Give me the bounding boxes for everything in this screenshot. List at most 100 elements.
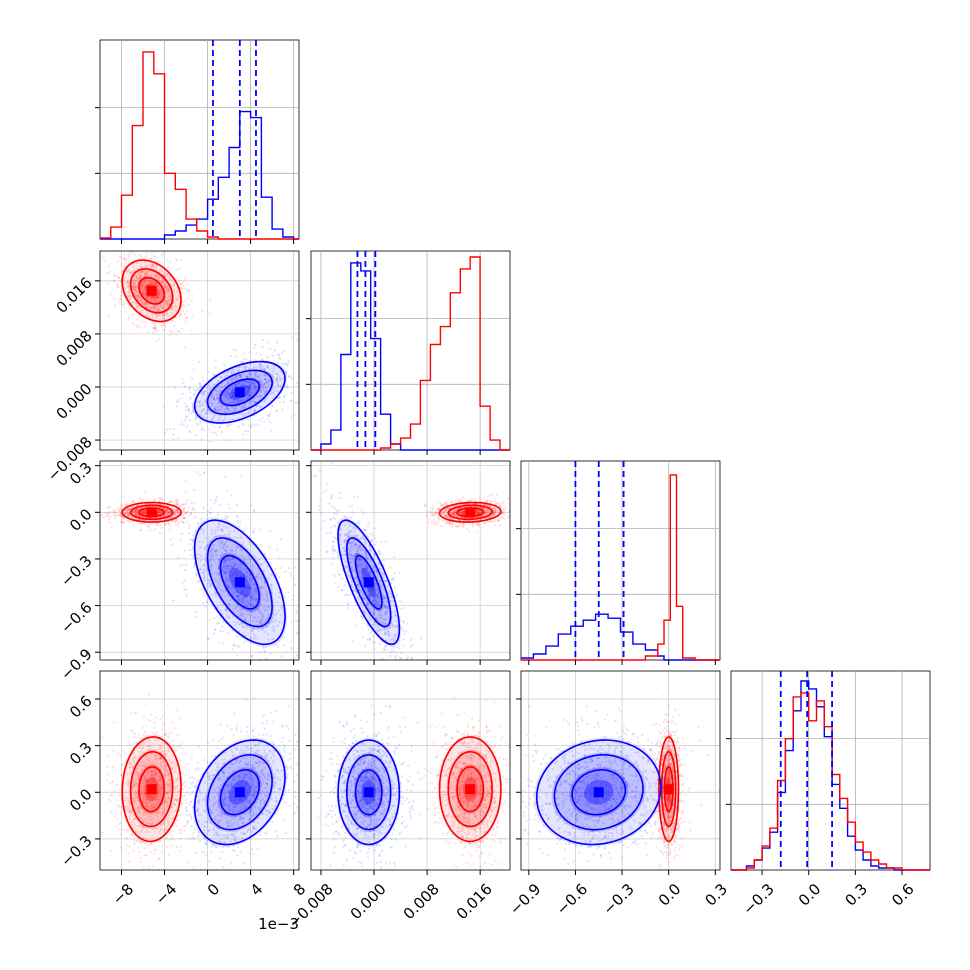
scatter-point <box>503 513 506 516</box>
scatter-point <box>174 519 177 522</box>
scatter-point <box>478 511 481 514</box>
scatter-point <box>169 260 172 264</box>
scatter-point <box>142 303 145 306</box>
scatter-point <box>212 617 215 620</box>
scatter-point <box>161 527 164 530</box>
scatter-point <box>222 546 225 549</box>
scatter-point <box>131 240 133 242</box>
scatter-point <box>265 381 268 384</box>
scatter-point <box>128 292 131 295</box>
scatter-point <box>226 425 229 428</box>
scatter-point <box>170 525 173 528</box>
scatter-point <box>360 615 363 618</box>
scatter-point <box>180 313 183 316</box>
scatter-point <box>182 285 185 288</box>
scatter-point <box>127 268 130 272</box>
scatter-point <box>450 513 453 516</box>
scatter-point <box>134 517 138 521</box>
scatter-point <box>478 512 481 515</box>
scatter-point <box>202 571 205 574</box>
scatter-point <box>280 352 283 355</box>
scatter-point <box>207 578 210 582</box>
scatter-point <box>366 572 369 575</box>
scatter-point <box>461 519 464 522</box>
scatter-point <box>279 379 282 382</box>
scatter-point <box>261 628 264 632</box>
scatter-point <box>184 512 187 515</box>
scatter-point <box>209 550 212 553</box>
scatter-point <box>260 585 263 588</box>
scatter-point <box>364 551 367 555</box>
scatter-point <box>263 367 266 370</box>
scatter-point <box>219 389 222 392</box>
scatter-point <box>175 405 178 408</box>
scatter-point <box>306 390 308 392</box>
scatter-point <box>251 588 254 591</box>
scatter-point <box>256 576 260 579</box>
scatter-point <box>244 619 247 622</box>
scatter-point <box>177 276 180 279</box>
scatter-point <box>228 599 231 602</box>
scatter-point <box>139 272 142 275</box>
scatter-point <box>191 539 194 542</box>
scatter-point <box>238 397 241 400</box>
scatter-point <box>378 597 381 600</box>
scatter-point <box>156 285 159 289</box>
scatter-point <box>244 380 247 383</box>
scatter-point <box>240 406 243 409</box>
scatter-point <box>239 535 242 538</box>
scatter-point <box>246 392 249 395</box>
scatter-point <box>434 511 437 514</box>
scatter-point <box>454 514 457 517</box>
scatter-point <box>259 394 262 397</box>
scatter-point <box>230 549 234 552</box>
scatter-point <box>210 563 213 566</box>
scatter-point <box>162 305 165 308</box>
scatter-point <box>138 305 141 308</box>
scatter-point <box>152 283 155 287</box>
scatter-point <box>251 592 254 595</box>
scatter-point <box>125 512 128 515</box>
scatter-point <box>166 504 169 507</box>
scatter-point <box>176 525 180 528</box>
scatter-point <box>235 503 238 506</box>
scatter-point <box>152 273 155 277</box>
scatter-point <box>254 389 257 392</box>
scatter-point <box>224 559 227 562</box>
scatter-point <box>266 341 269 344</box>
scatter-point <box>237 521 240 524</box>
scatter-point <box>101 513 104 516</box>
scatter-point <box>352 544 355 548</box>
scatter-point <box>212 398 215 401</box>
scatter-point <box>260 587 264 590</box>
scatter-point <box>254 401 257 404</box>
scatter-point <box>153 304 156 307</box>
scatter-point <box>175 508 178 511</box>
scatter-point <box>252 530 255 533</box>
scatter-point <box>144 285 147 288</box>
scatter-point <box>252 632 255 635</box>
scatter-point <box>441 513 444 516</box>
scatter-point <box>234 623 237 627</box>
scatter-point <box>356 495 359 498</box>
scatter-point <box>513 505 515 507</box>
scatter-point <box>452 514 456 517</box>
scatter-point <box>234 384 237 387</box>
scatter-point <box>138 293 141 296</box>
scatter-point <box>122 264 125 267</box>
scatter-point <box>158 291 161 294</box>
scatter-point <box>243 595 246 598</box>
scatter-point <box>217 400 220 403</box>
scatter-point <box>383 601 386 604</box>
scatter-point <box>260 367 263 370</box>
scatter-point <box>278 620 281 623</box>
scatter-point <box>232 348 235 351</box>
scatter-point <box>201 425 204 428</box>
scatter-point <box>129 520 132 523</box>
scatter-point <box>191 410 195 413</box>
scatter-point <box>455 525 458 528</box>
scatter-point <box>138 299 141 302</box>
scatter-point <box>233 563 236 567</box>
scatter-point <box>493 506 496 510</box>
scatter-point <box>147 274 150 277</box>
